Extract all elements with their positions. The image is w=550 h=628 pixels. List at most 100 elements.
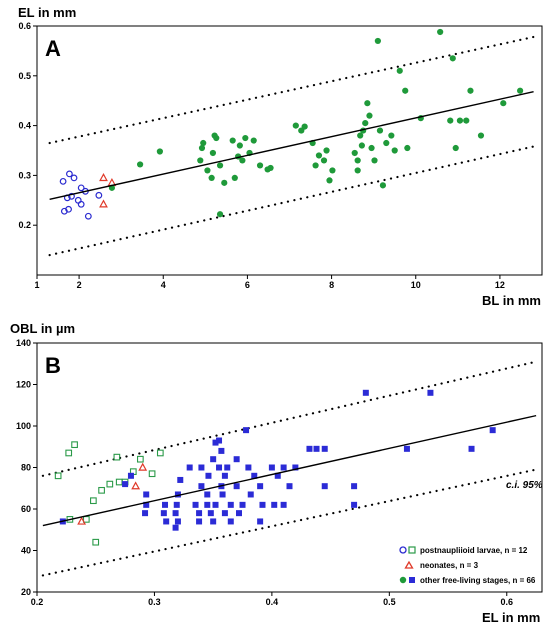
panel-a-x-axis-title: BL in mm bbox=[482, 293, 541, 308]
data-point bbox=[205, 472, 212, 479]
panel-b-label: B bbox=[45, 353, 61, 378]
y-tick-label: 100 bbox=[16, 421, 31, 431]
data-point bbox=[366, 112, 373, 119]
data-point bbox=[204, 491, 211, 498]
data-point bbox=[77, 184, 85, 192]
data-point bbox=[379, 182, 387, 189]
data-point bbox=[218, 447, 225, 454]
data-point bbox=[221, 179, 228, 186]
data-point bbox=[162, 501, 169, 508]
data-point bbox=[489, 427, 496, 434]
x-tick-label: 0.2 bbox=[31, 597, 44, 607]
data-point bbox=[207, 510, 214, 517]
data-point bbox=[437, 28, 444, 36]
data-point bbox=[196, 518, 203, 525]
data-point bbox=[90, 497, 97, 505]
series-2 bbox=[59, 389, 496, 531]
panel-b-plot-area: 0.2 0.3 0.4 0.5 0.6 20 40 60 80 100 120 140 bbox=[16, 338, 538, 607]
data-point bbox=[247, 491, 254, 498]
legend-filled-circle-icon bbox=[399, 576, 407, 584]
legend-label-free-living: other free-living stages, n = 66 bbox=[420, 576, 536, 585]
panel-a-label: A bbox=[45, 36, 61, 61]
data-point bbox=[172, 524, 179, 531]
data-point bbox=[219, 491, 226, 498]
x-tick-label: 2 bbox=[77, 280, 82, 290]
panel-b: OBL in µm B EL in mm c.i. 95% 0.2 0.3 0.4 0… bbox=[10, 321, 543, 625]
y-tick-label: 120 bbox=[16, 380, 31, 390]
y-tick-label: 60 bbox=[21, 504, 31, 514]
data-point bbox=[351, 149, 358, 157]
data-point bbox=[138, 462, 148, 471]
data-point bbox=[137, 161, 144, 168]
data-point bbox=[160, 510, 167, 517]
data-point bbox=[449, 55, 456, 62]
data-point bbox=[200, 139, 207, 147]
data-point bbox=[250, 137, 257, 144]
data-point bbox=[301, 123, 308, 130]
data-point bbox=[239, 157, 246, 164]
legend-label-neonates: neonates, n = 3 bbox=[420, 561, 479, 570]
data-point bbox=[280, 464, 287, 471]
data-point bbox=[106, 480, 114, 488]
x-tick-label: 0.4 bbox=[266, 597, 279, 607]
y-tick-label: 20 bbox=[21, 587, 31, 597]
data-point bbox=[216, 464, 223, 471]
data-point bbox=[99, 199, 108, 208]
data-point bbox=[468, 445, 475, 452]
data-point bbox=[198, 483, 205, 490]
series-1 bbox=[77, 462, 148, 525]
data-point bbox=[122, 481, 129, 488]
data-point bbox=[198, 464, 205, 471]
panel-a-plot-area: 1 2 4 6 8 10 120.20.30.40.50.6 bbox=[18, 21, 535, 290]
data-point bbox=[329, 167, 336, 174]
data-point bbox=[186, 464, 193, 471]
data-point bbox=[376, 127, 384, 134]
data-point bbox=[357, 132, 364, 139]
panel-a-y-axis-title: EL in mm bbox=[18, 5, 76, 20]
data-point bbox=[209, 149, 217, 157]
data-point bbox=[208, 174, 215, 181]
data-point bbox=[71, 441, 78, 449]
data-point bbox=[84, 212, 92, 220]
ci-annotation: c.i. 95% bbox=[506, 480, 543, 491]
data-point bbox=[95, 191, 103, 199]
data-point bbox=[351, 501, 358, 508]
y-tick-label: 80 bbox=[21, 463, 31, 473]
data-point bbox=[216, 162, 224, 169]
data-point bbox=[156, 449, 164, 457]
regression-line bbox=[49, 91, 534, 200]
data-point bbox=[236, 142, 243, 149]
data-point bbox=[92, 538, 100, 546]
data-point bbox=[148, 470, 156, 478]
data-point bbox=[59, 177, 67, 185]
data-point bbox=[210, 456, 217, 463]
data-point bbox=[403, 445, 410, 452]
data-point bbox=[427, 389, 434, 396]
data-point bbox=[251, 472, 258, 479]
data-point bbox=[216, 211, 224, 218]
panel-b-y-axis-title: OBL in µm bbox=[10, 321, 75, 336]
data-point bbox=[321, 445, 328, 452]
data-point bbox=[65, 205, 72, 213]
y-tick-label: 40 bbox=[21, 546, 31, 556]
data-point bbox=[204, 501, 211, 508]
data-point bbox=[229, 137, 236, 144]
data-point bbox=[404, 144, 411, 152]
data-point bbox=[173, 501, 180, 508]
data-point bbox=[447, 117, 454, 124]
data-point bbox=[127, 472, 134, 479]
data-point bbox=[66, 170, 73, 178]
data-point bbox=[274, 472, 281, 479]
data-point bbox=[313, 445, 320, 452]
data-point bbox=[257, 483, 264, 490]
data-point bbox=[402, 87, 409, 94]
ci-upper-line bbox=[41, 360, 538, 477]
data-point bbox=[391, 147, 398, 154]
legend-item-postnaupliioid: postnaupliioid larvae, n = 12 bbox=[399, 546, 528, 555]
legend-item-free-living: other free-living stages, n = 66 bbox=[399, 576, 536, 585]
x-tick-label: 0.3 bbox=[148, 597, 161, 607]
data-point bbox=[198, 144, 206, 152]
data-point bbox=[242, 134, 249, 142]
data-point bbox=[115, 478, 123, 486]
